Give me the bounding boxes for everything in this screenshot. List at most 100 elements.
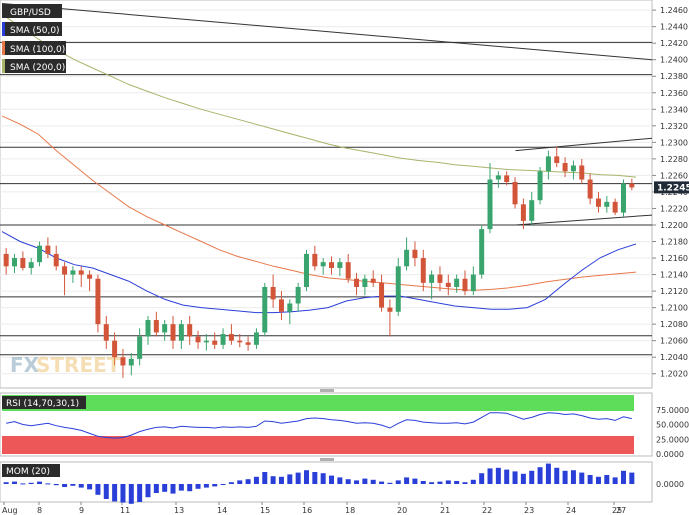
mom-bar — [345, 479, 351, 484]
candle-body — [237, 340, 243, 343]
mom-bar — [379, 481, 385, 484]
mom-bar — [195, 484, 201, 489]
price-tick-label: 1.2400 — [660, 56, 688, 65]
mom-bar — [362, 478, 368, 484]
rsi-oversold-zone — [2, 436, 634, 454]
mom-bar — [454, 481, 460, 484]
legend-sma200: SMA (200,0) — [2, 59, 66, 73]
candlesticks — [3, 146, 635, 378]
mom-histogram — [3, 463, 635, 504]
legend: GBP/USD SMA (50,0) SMA (100,0) SMA (200,… — [2, 4, 66, 73]
svg-text:STREET: STREET — [36, 353, 121, 377]
mom-bar — [520, 473, 526, 484]
mom-bar — [203, 484, 209, 488]
mom-bar — [470, 479, 476, 484]
x-tick-label: 18 — [345, 506, 355, 515]
mom-panel — [0, 461, 653, 503]
x-tick-label: 13 — [174, 506, 184, 515]
panel-resize-handle[interactable] — [320, 389, 334, 392]
candle-body — [28, 262, 34, 268]
price-tick-label: 1.2220 — [660, 204, 688, 213]
mom-bar — [178, 484, 184, 491]
mom-bar — [620, 470, 626, 484]
trendline — [515, 214, 653, 226]
candle-body — [320, 262, 326, 267]
rsi-tick-label: 0.0000 — [656, 450, 684, 459]
fxstreet-logo: FX STREET — [10, 353, 121, 377]
candle-body — [479, 229, 485, 275]
mom-tick-label: 0.0000 — [656, 480, 684, 489]
panel-resize-handle[interactable] — [320, 458, 334, 461]
mom-bar — [237, 480, 243, 484]
mom-bar — [162, 484, 168, 492]
candle-body — [620, 183, 626, 213]
mom-bar — [404, 477, 410, 484]
mom-bar — [495, 467, 501, 484]
price-tick-label: 1.2440 — [660, 23, 688, 32]
mom-bar — [487, 468, 493, 484]
mom-bar — [212, 484, 218, 487]
x-tick-label: 11 — [120, 506, 130, 515]
candle-body — [170, 324, 176, 341]
mom-bar — [604, 475, 610, 484]
svg-text:SMA (200,0): SMA (200,0) — [10, 63, 65, 73]
price-tick-label: 1.2280 — [660, 155, 688, 164]
svg-text:RSI (14,70,30,1): RSI (14,70,30,1) — [6, 399, 79, 409]
mom-bar — [579, 472, 585, 484]
mom-bar — [295, 472, 301, 484]
mom-bar — [228, 482, 234, 484]
candle-body — [203, 340, 209, 343]
mom-label: MOM (20) — [2, 464, 60, 477]
mom-bar — [187, 484, 193, 492]
price-tick-label: 1.2120 — [660, 287, 688, 296]
price-tick-label: 1.2460 — [660, 6, 688, 15]
candle-body — [412, 249, 418, 259]
candle-body — [329, 262, 335, 268]
candle-body — [595, 198, 601, 207]
x-tick-label: 20 — [397, 506, 407, 515]
mom-bar — [437, 481, 443, 484]
mom-bar — [595, 476, 601, 484]
trendline — [1, 3, 653, 61]
candle-body — [512, 182, 518, 205]
candle-body — [579, 165, 585, 180]
candle-body — [62, 266, 68, 275]
candle-body — [612, 201, 618, 213]
price-tick-label: 1.2360 — [660, 89, 688, 98]
x-tick-label: 16 — [302, 506, 312, 515]
candle-body — [145, 320, 151, 337]
candle-body — [562, 163, 568, 172]
x-tick-label: Aug — [2, 506, 18, 515]
mom-bar — [3, 482, 9, 484]
mom-bar — [612, 477, 618, 484]
candle-body — [287, 303, 293, 312]
mom-bar — [170, 484, 176, 494]
trendlines — [1, 3, 653, 226]
candle-body — [570, 165, 576, 172]
mom-bar — [262, 472, 268, 484]
mom-bar — [53, 484, 59, 486]
candle-body — [362, 278, 368, 287]
price-tick-label: 1.2420 — [660, 39, 688, 48]
candle-body — [70, 270, 76, 275]
candle-body — [303, 253, 309, 287]
mom-bar — [395, 480, 401, 484]
candle-body — [103, 324, 109, 341]
mom-bar — [62, 484, 68, 487]
candle-body — [195, 336, 201, 343]
mom-bar — [270, 476, 276, 484]
price-tick-label: 1.2380 — [660, 72, 688, 81]
x-tick-label: 27 — [616, 506, 626, 515]
candle-body — [437, 274, 443, 283]
candle-body — [137, 336, 143, 359]
trendline — [515, 137, 653, 152]
legend-symbol: GBP/USD — [2, 4, 62, 18]
mom-bar — [429, 482, 435, 484]
mom-bar — [153, 484, 159, 493]
mom-bar — [479, 473, 485, 484]
mom-bar — [95, 484, 101, 495]
mom-bar — [112, 484, 118, 502]
candle-body — [604, 201, 610, 207]
candle-body — [629, 183, 635, 188]
mom-bar — [303, 470, 309, 484]
